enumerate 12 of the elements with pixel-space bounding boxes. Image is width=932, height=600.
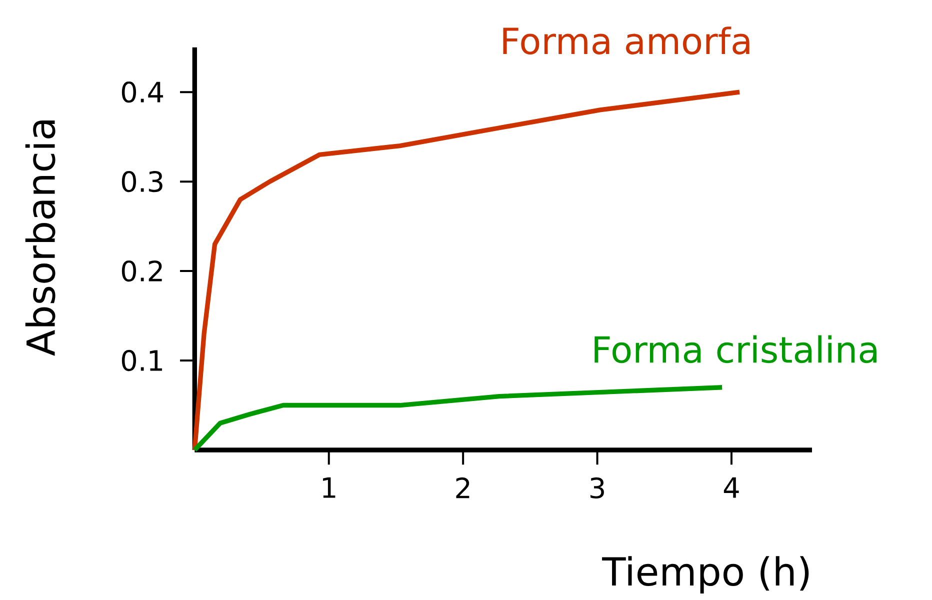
y-tick-label: 0.4: [122, 81, 164, 103]
x-tick-label: 1: [323, 477, 336, 498]
x-tick-label: 3: [590, 477, 604, 499]
series-label: Forma cristalina: [594, 335, 876, 364]
y-axis-title: Absorbancia: [25, 120, 56, 356]
y-tick-label: 0.2: [122, 260, 162, 282]
y-tick-label: 0.1: [122, 350, 162, 372]
x-axis-title: Tiempo (h): [602, 556, 809, 594]
series-label: Forma amorfa: [503, 26, 750, 54]
x-tick-label: 2: [456, 477, 470, 498]
y-tick-label: 0.3: [122, 170, 162, 192]
x-tick-label: 4: [724, 477, 739, 498]
